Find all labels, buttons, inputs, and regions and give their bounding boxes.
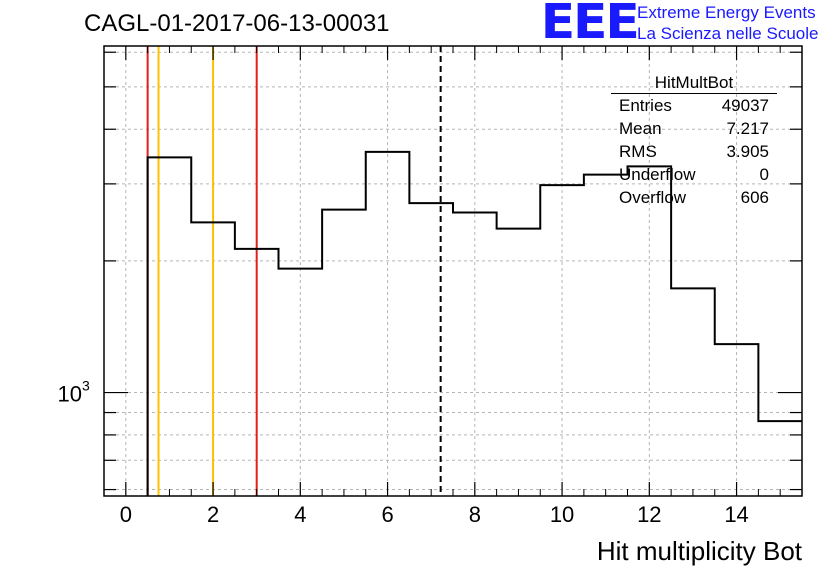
stats-label: Entries — [619, 96, 672, 115]
plot-frame — [103, 45, 803, 497]
stats-row: RMS 3.905 — [611, 140, 777, 163]
x-tick-label: 14 — [724, 502, 748, 527]
x-tick-label: 12 — [637, 502, 661, 527]
stats-title: HitMultBot — [611, 73, 777, 94]
stats-row: Mean 7.217 — [611, 117, 777, 140]
stats-label: Underflow — [619, 165, 696, 184]
x-tick-label: 2 — [207, 502, 219, 527]
grid-lines — [104, 46, 802, 496]
x-tick-label: 10 — [550, 502, 574, 527]
stats-value: 606 — [740, 188, 769, 207]
marker-lines — [146, 46, 442, 496]
x-axis-label: Hit multiplicity Bot — [596, 536, 802, 566]
stats-label: Mean — [619, 119, 662, 138]
stats-value: 0 — [759, 165, 769, 184]
y-tick-label-base: 10 — [58, 382, 82, 407]
stats-row: Entries 49037 — [611, 94, 777, 117]
stats-value: 49037 — [721, 96, 769, 115]
stats-box: HitMultBot Entries 49037 Mean 7.217 RMS … — [611, 73, 777, 209]
eee-logo: EEE — [540, 0, 640, 50]
stats-row: Underflow 0 — [611, 163, 777, 186]
logo-caption-line2: La Scienza nelle Scuole — [637, 24, 819, 43]
stats-value: 3.905 — [726, 142, 769, 161]
x-tick-label: 6 — [381, 502, 393, 527]
x-tick-label: 4 — [294, 502, 306, 527]
chart-title: CAGL-01-2017-06-13-00031 — [84, 10, 390, 37]
stats-row: Overflow 606 — [611, 186, 777, 209]
x-tick-label: 0 — [120, 502, 132, 527]
stats-label: Overflow — [619, 188, 687, 207]
histogram-step-line — [146, 150, 802, 496]
stats-label: RMS — [619, 142, 657, 161]
x-tick-label: 8 — [469, 502, 481, 527]
logo-caption-line1: Extreme Energy Events — [637, 3, 816, 22]
y-tick-label-exponent: 3 — [82, 378, 90, 394]
stats-value: 7.217 — [726, 119, 769, 138]
histogram-series — [146, 150, 802, 496]
